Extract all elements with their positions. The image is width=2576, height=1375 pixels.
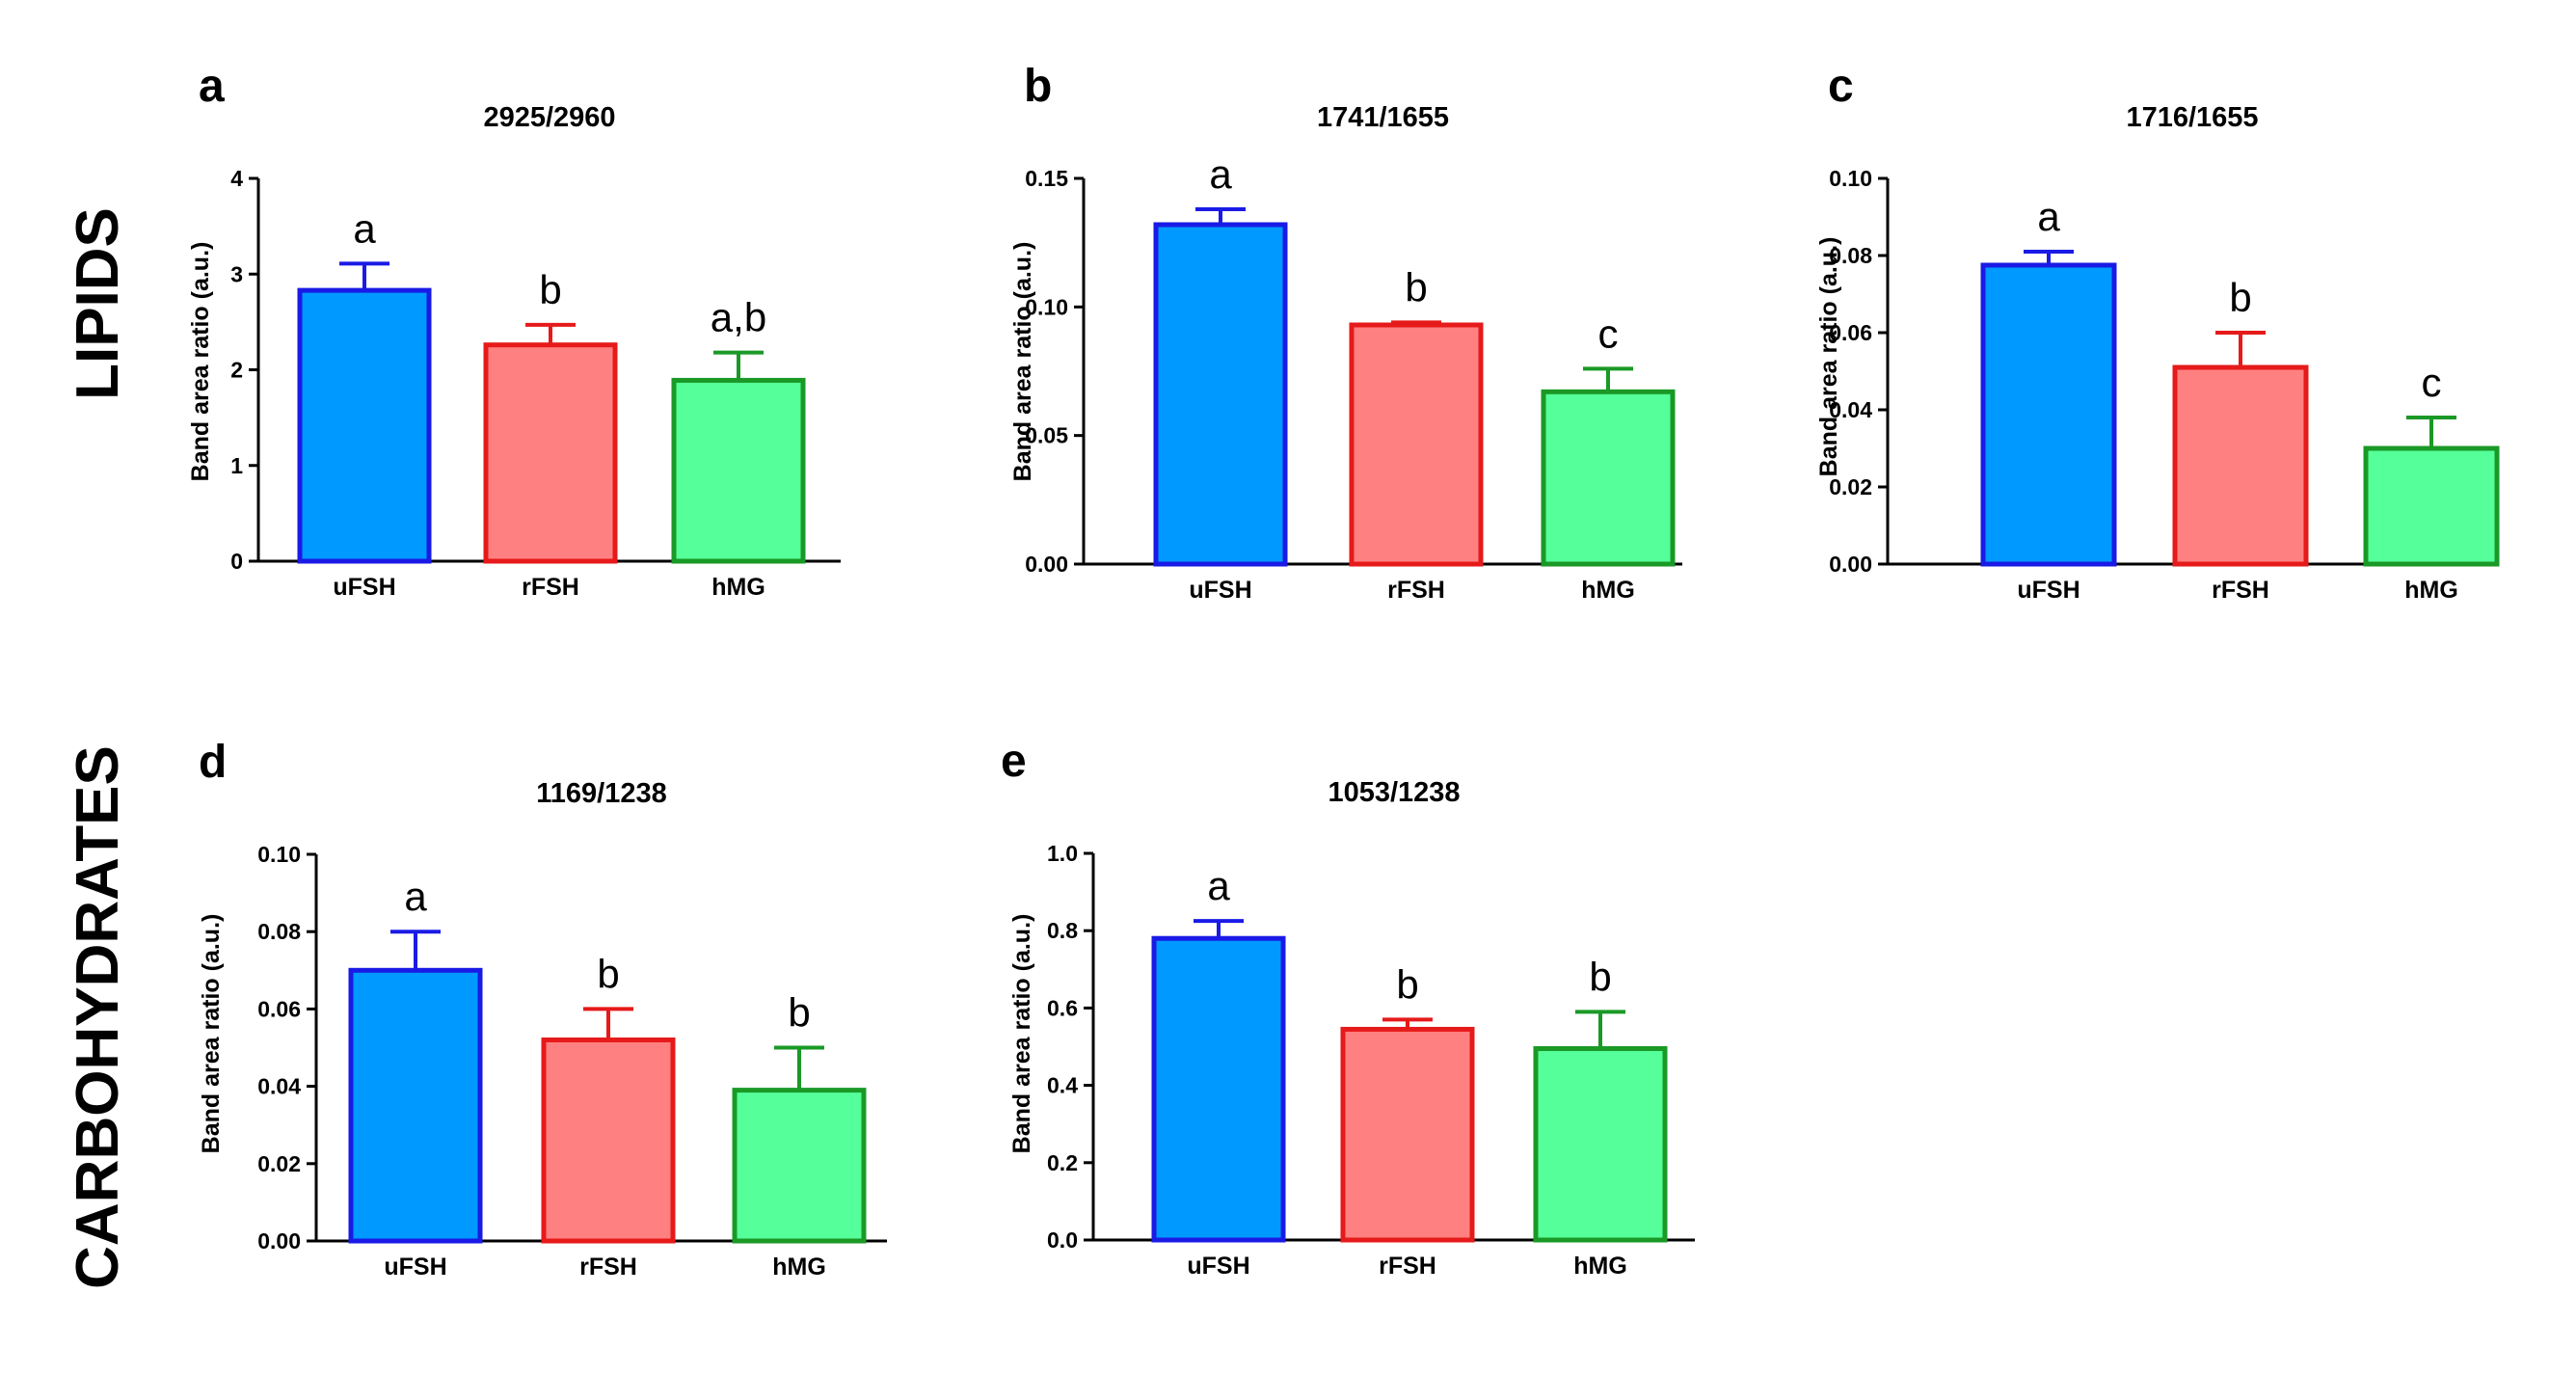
significance-letter: b — [1396, 961, 1418, 1007]
y-tick-label: 0.02 — [257, 1151, 301, 1176]
y-tick-label: 1 — [230, 453, 243, 478]
bar-uFSH — [1153, 222, 1288, 567]
bar-uFSH — [348, 967, 483, 1244]
significance-letter: b — [1589, 954, 1611, 999]
panel-letter-a: a — [199, 61, 225, 112]
y-tick-label: 0.00 — [1829, 552, 1872, 577]
y-axis-label-e: Band area ratio (a.u.) — [1008, 914, 1035, 1154]
y-tick-label: 3 — [230, 261, 243, 286]
chart-title-c: 1716/1655 — [2126, 102, 2258, 133]
y-tick-label: 0.08 — [257, 919, 301, 944]
x-tick-label-uFSH: uFSH — [333, 574, 395, 601]
bar-hMG — [1533, 1046, 1668, 1243]
y-axis-label-a: Band area ratio (a.u.) — [187, 242, 214, 482]
y-tick-label: 0.00 — [1025, 552, 1068, 577]
x-tick-label-hMG: hMG — [2404, 577, 2458, 604]
y-tick-label: 0.06 — [257, 996, 301, 1021]
significance-letter: a — [1207, 863, 1230, 908]
x-tick-label-rFSH: rFSH — [1379, 1253, 1436, 1280]
y-axis-label-b: Band area ratio (a.u.) — [1009, 242, 1036, 482]
significance-letter: c — [2422, 360, 2442, 405]
bar-rFSH — [1340, 1026, 1475, 1243]
bar-rFSH — [2172, 364, 2309, 567]
bar-uFSH — [1151, 935, 1286, 1243]
bar-rFSH — [1349, 322, 1484, 567]
bar-uFSH — [297, 287, 432, 564]
significance-letter: a — [1209, 151, 1232, 197]
y-tick-label: 0.8 — [1047, 918, 1078, 943]
y-tick-label: 0.00 — [257, 1228, 301, 1254]
chart-title-e: 1053/1238 — [1328, 777, 1460, 808]
y-tick-label: 0.06 — [1829, 320, 1872, 345]
y-tick-label: 0.10 — [1025, 294, 1068, 319]
significance-letter: b — [597, 951, 619, 996]
y-tick-label: 0.6 — [1047, 995, 1078, 1020]
x-tick-label-uFSH: uFSH — [1189, 577, 1251, 604]
significance-letter: c — [1598, 310, 1619, 356]
x-tick-label-uFSH: uFSH — [384, 1254, 446, 1281]
x-tick-label-hMG: hMG — [711, 574, 765, 601]
x-tick-label-uFSH: uFSH — [1187, 1253, 1249, 1280]
x-tick-label-rFSH: rFSH — [2212, 577, 2269, 604]
significance-letter: b — [539, 267, 561, 312]
bar-uFSH — [1980, 262, 2117, 567]
y-tick-label: 0.04 — [1829, 397, 1872, 422]
panel-letter-e: e — [1001, 736, 1027, 787]
row-label-carbohydrates: CARBOHYDRATES — [65, 745, 131, 1289]
bar-hMG — [732, 1088, 867, 1244]
x-tick-label-rFSH: rFSH — [522, 574, 579, 601]
y-tick-label: 2 — [230, 358, 243, 383]
x-tick-label-rFSH: rFSH — [579, 1254, 637, 1281]
significance-letter: b — [788, 990, 810, 1036]
y-axis-label-d: Band area ratio (a.u.) — [198, 914, 225, 1154]
bar-hMG — [671, 377, 806, 564]
x-tick-label-uFSH: uFSH — [2017, 577, 2080, 604]
y-tick-label: 0.0 — [1047, 1227, 1078, 1253]
significance-letter: a — [404, 874, 427, 919]
panel-letter-c: c — [1828, 61, 1854, 112]
y-tick-label: 4 — [230, 166, 243, 191]
x-tick-label-rFSH: rFSH — [1387, 577, 1445, 604]
chart-title-a: 2925/2960 — [483, 102, 615, 133]
y-tick-label: 0.4 — [1047, 1073, 1078, 1098]
x-tick-label-hMG: hMG — [1581, 577, 1635, 604]
y-tick-label: 1.0 — [1047, 841, 1078, 866]
bar-hMG — [2363, 445, 2500, 567]
y-tick-label: 0.08 — [1829, 243, 1872, 268]
y-tick-label: 0.10 — [1829, 166, 1872, 191]
bar-rFSH — [483, 342, 618, 564]
y-tick-label: 0.15 — [1025, 166, 1068, 191]
y-tick-label: 0.05 — [1025, 423, 1068, 448]
bar-hMG — [1541, 389, 1676, 567]
significance-letter: a — [2037, 194, 2060, 239]
chart-title-b: 1741/1655 — [1317, 102, 1449, 133]
significance-letter: a — [353, 205, 376, 251]
y-axis-label-c: Band area ratio (a.u.) — [1815, 237, 1842, 477]
y-tick-label: 0.2 — [1047, 1150, 1078, 1175]
bar-rFSH — [541, 1037, 676, 1244]
panel-letter-d: d — [199, 737, 227, 788]
significance-letter: b — [1405, 264, 1427, 310]
x-tick-label-hMG: hMG — [772, 1254, 826, 1281]
panel-letter-b: b — [1024, 61, 1052, 112]
y-tick-label: 0.02 — [1829, 474, 1872, 499]
row-label-lipids: LIPIDS — [65, 207, 131, 400]
significance-letter: a,b — [711, 295, 766, 340]
y-tick-label: 0 — [230, 549, 243, 574]
y-tick-label: 0.10 — [257, 842, 301, 867]
chart-title-d: 1169/1238 — [536, 778, 666, 809]
significance-letter: b — [2229, 275, 2251, 320]
x-tick-label-hMG: hMG — [1573, 1253, 1627, 1280]
y-tick-label: 0.04 — [257, 1074, 301, 1099]
